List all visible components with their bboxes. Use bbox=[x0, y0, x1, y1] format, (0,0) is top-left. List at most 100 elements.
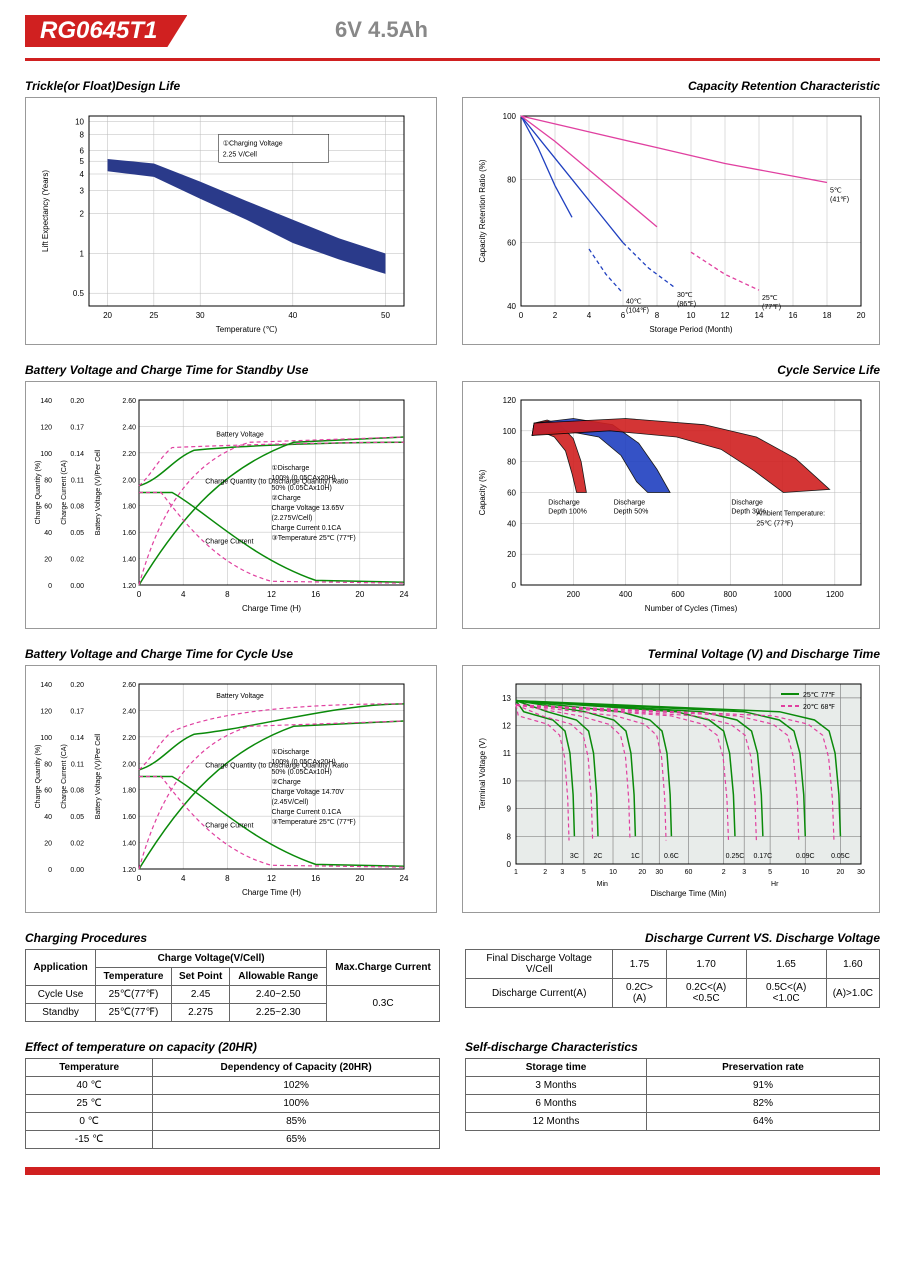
chart-title-terminal: Terminal Voltage (V) and Discharge Time bbox=[462, 647, 880, 661]
chart-trickle: 0.51234568102025304050①Charging Voltage2… bbox=[25, 97, 437, 345]
svg-text:0.11: 0.11 bbox=[71, 761, 84, 768]
svg-text:③Temperature 25℃ (77℉): ③Temperature 25℃ (77℉) bbox=[272, 818, 356, 826]
svg-text:8: 8 bbox=[225, 590, 230, 599]
svg-text:100: 100 bbox=[503, 112, 517, 121]
td: 12 Months bbox=[466, 1113, 647, 1131]
td: 2.45 bbox=[171, 986, 230, 1004]
td: 2.40~2.50 bbox=[230, 986, 327, 1004]
svg-text:1.20: 1.20 bbox=[122, 583, 136, 590]
svg-text:0.20: 0.20 bbox=[70, 398, 84, 405]
svg-text:4: 4 bbox=[80, 170, 85, 179]
svg-text:1: 1 bbox=[80, 249, 85, 258]
th: Storage time bbox=[466, 1059, 647, 1077]
model-number: RG0645T1 bbox=[25, 15, 187, 47]
svg-text:5: 5 bbox=[768, 869, 772, 876]
svg-text:40: 40 bbox=[507, 302, 516, 311]
td: 1.60 bbox=[826, 950, 879, 979]
svg-text:25: 25 bbox=[149, 311, 158, 320]
svg-text:0.00: 0.00 bbox=[70, 867, 84, 874]
svg-text:0.05C: 0.05C bbox=[831, 853, 850, 860]
td: Standby bbox=[26, 1004, 96, 1022]
svg-text:2.60: 2.60 bbox=[122, 682, 136, 689]
svg-text:10: 10 bbox=[502, 777, 511, 786]
svg-text:Discharge: Discharge bbox=[731, 500, 763, 507]
svg-text:14: 14 bbox=[755, 311, 764, 320]
svg-text:30: 30 bbox=[655, 869, 663, 876]
svg-text:0: 0 bbox=[48, 867, 52, 874]
svg-text:12: 12 bbox=[721, 311, 730, 320]
svg-text:2.20: 2.20 bbox=[122, 451, 136, 458]
svg-text:13: 13 bbox=[502, 694, 511, 703]
svg-text:0.14: 0.14 bbox=[70, 451, 84, 458]
svg-text:50: 50 bbox=[381, 311, 390, 320]
td: 25 ℃ bbox=[26, 1095, 153, 1113]
th-ar: Allowable Range bbox=[230, 968, 327, 986]
td: 2.25~2.30 bbox=[230, 1004, 327, 1022]
header-rule bbox=[25, 58, 880, 61]
spec-label: 6V 4.5Ah bbox=[335, 17, 428, 43]
svg-text:Ambient Temperature:: Ambient Temperature: bbox=[756, 511, 825, 518]
svg-text:5℃: 5℃ bbox=[830, 188, 842, 195]
svg-text:(104℉): (104℉) bbox=[626, 307, 649, 314]
svg-text:60: 60 bbox=[507, 489, 516, 498]
svg-text:12: 12 bbox=[502, 722, 511, 731]
svg-text:25℃: 25℃ bbox=[762, 295, 778, 302]
svg-text:2: 2 bbox=[722, 869, 726, 876]
svg-text:0.05: 0.05 bbox=[70, 814, 84, 821]
svg-text:25℃ (77℉): 25℃ (77℉) bbox=[756, 521, 793, 528]
td: 1.70 bbox=[666, 950, 746, 979]
svg-text:10: 10 bbox=[75, 117, 84, 126]
svg-text:40: 40 bbox=[44, 530, 52, 537]
svg-text:0: 0 bbox=[512, 581, 517, 590]
chart-title-cyclecharge: Battery Voltage and Charge Time for Cycl… bbox=[25, 647, 437, 661]
td: 40 ℃ bbox=[26, 1077, 153, 1095]
svg-text:20: 20 bbox=[355, 590, 364, 599]
svg-text:(41℉): (41℉) bbox=[830, 197, 849, 204]
svg-text:2: 2 bbox=[553, 311, 558, 320]
svg-text:60: 60 bbox=[44, 788, 52, 795]
chart-cyclelife: 20040060080010001200020406080100120Disch… bbox=[462, 381, 880, 629]
chart-terminal: 123510203060235102030891011121303C2C1C0.… bbox=[462, 665, 880, 913]
svg-text:0.20: 0.20 bbox=[70, 682, 84, 689]
svg-text:Depth 100%: Depth 100% bbox=[548, 509, 587, 516]
svg-text:Discharge: Discharge bbox=[548, 500, 580, 507]
svg-text:0.05: 0.05 bbox=[70, 530, 84, 537]
th-temp: Temperature bbox=[96, 968, 172, 986]
svg-text:1.20: 1.20 bbox=[122, 867, 136, 874]
svg-text:8: 8 bbox=[225, 874, 230, 883]
svg-text:12: 12 bbox=[267, 874, 276, 883]
svg-text:1.60: 1.60 bbox=[122, 530, 136, 537]
svg-text:Charge Current (CA): Charge Current (CA) bbox=[61, 460, 68, 525]
svg-text:20: 20 bbox=[355, 874, 364, 883]
svg-text:60: 60 bbox=[685, 869, 693, 876]
td: 1.65 bbox=[746, 950, 826, 979]
td: 65% bbox=[153, 1131, 440, 1149]
chart-retention: 0246810121416182040608010040℃(104℉)30℃(8… bbox=[462, 97, 880, 345]
svg-text:Storage Period (Month): Storage Period (Month) bbox=[649, 325, 732, 334]
svg-text:3: 3 bbox=[80, 186, 85, 195]
svg-text:0.6C: 0.6C bbox=[664, 853, 679, 860]
th-app: Application bbox=[26, 950, 96, 986]
svg-text:20: 20 bbox=[44, 557, 52, 564]
td: -15 ℃ bbox=[26, 1131, 153, 1149]
svg-text:Charge Current 0.1CA: Charge Current 0.1CA bbox=[272, 809, 342, 816]
svg-text:100% (0.05CAx20H): 100% (0.05CAx20H) bbox=[272, 475, 336, 482]
chart-title-trickle: Trickle(or Float)Design Life bbox=[25, 79, 437, 93]
td-h1: Final Discharge Voltage V/Cell bbox=[466, 950, 613, 979]
td: 82% bbox=[646, 1095, 879, 1113]
svg-text:30: 30 bbox=[857, 869, 865, 876]
svg-text:2.20: 2.20 bbox=[122, 735, 136, 742]
svg-text:60: 60 bbox=[44, 504, 52, 511]
svg-text:100: 100 bbox=[40, 451, 52, 458]
svg-text:1000: 1000 bbox=[774, 590, 792, 599]
svg-text:0.14: 0.14 bbox=[70, 735, 84, 742]
svg-text:②Charge: ②Charge bbox=[272, 778, 301, 786]
svg-text:Hr: Hr bbox=[771, 881, 779, 888]
svg-text:30: 30 bbox=[196, 311, 205, 320]
svg-text:9: 9 bbox=[507, 805, 512, 814]
svg-text:140: 140 bbox=[40, 398, 52, 405]
svg-text:20: 20 bbox=[638, 869, 646, 876]
header: RG0645T1 6V 4.5Ah bbox=[25, 15, 880, 55]
th-sp: Set Point bbox=[171, 968, 230, 986]
svg-text:2.60: 2.60 bbox=[122, 398, 136, 405]
